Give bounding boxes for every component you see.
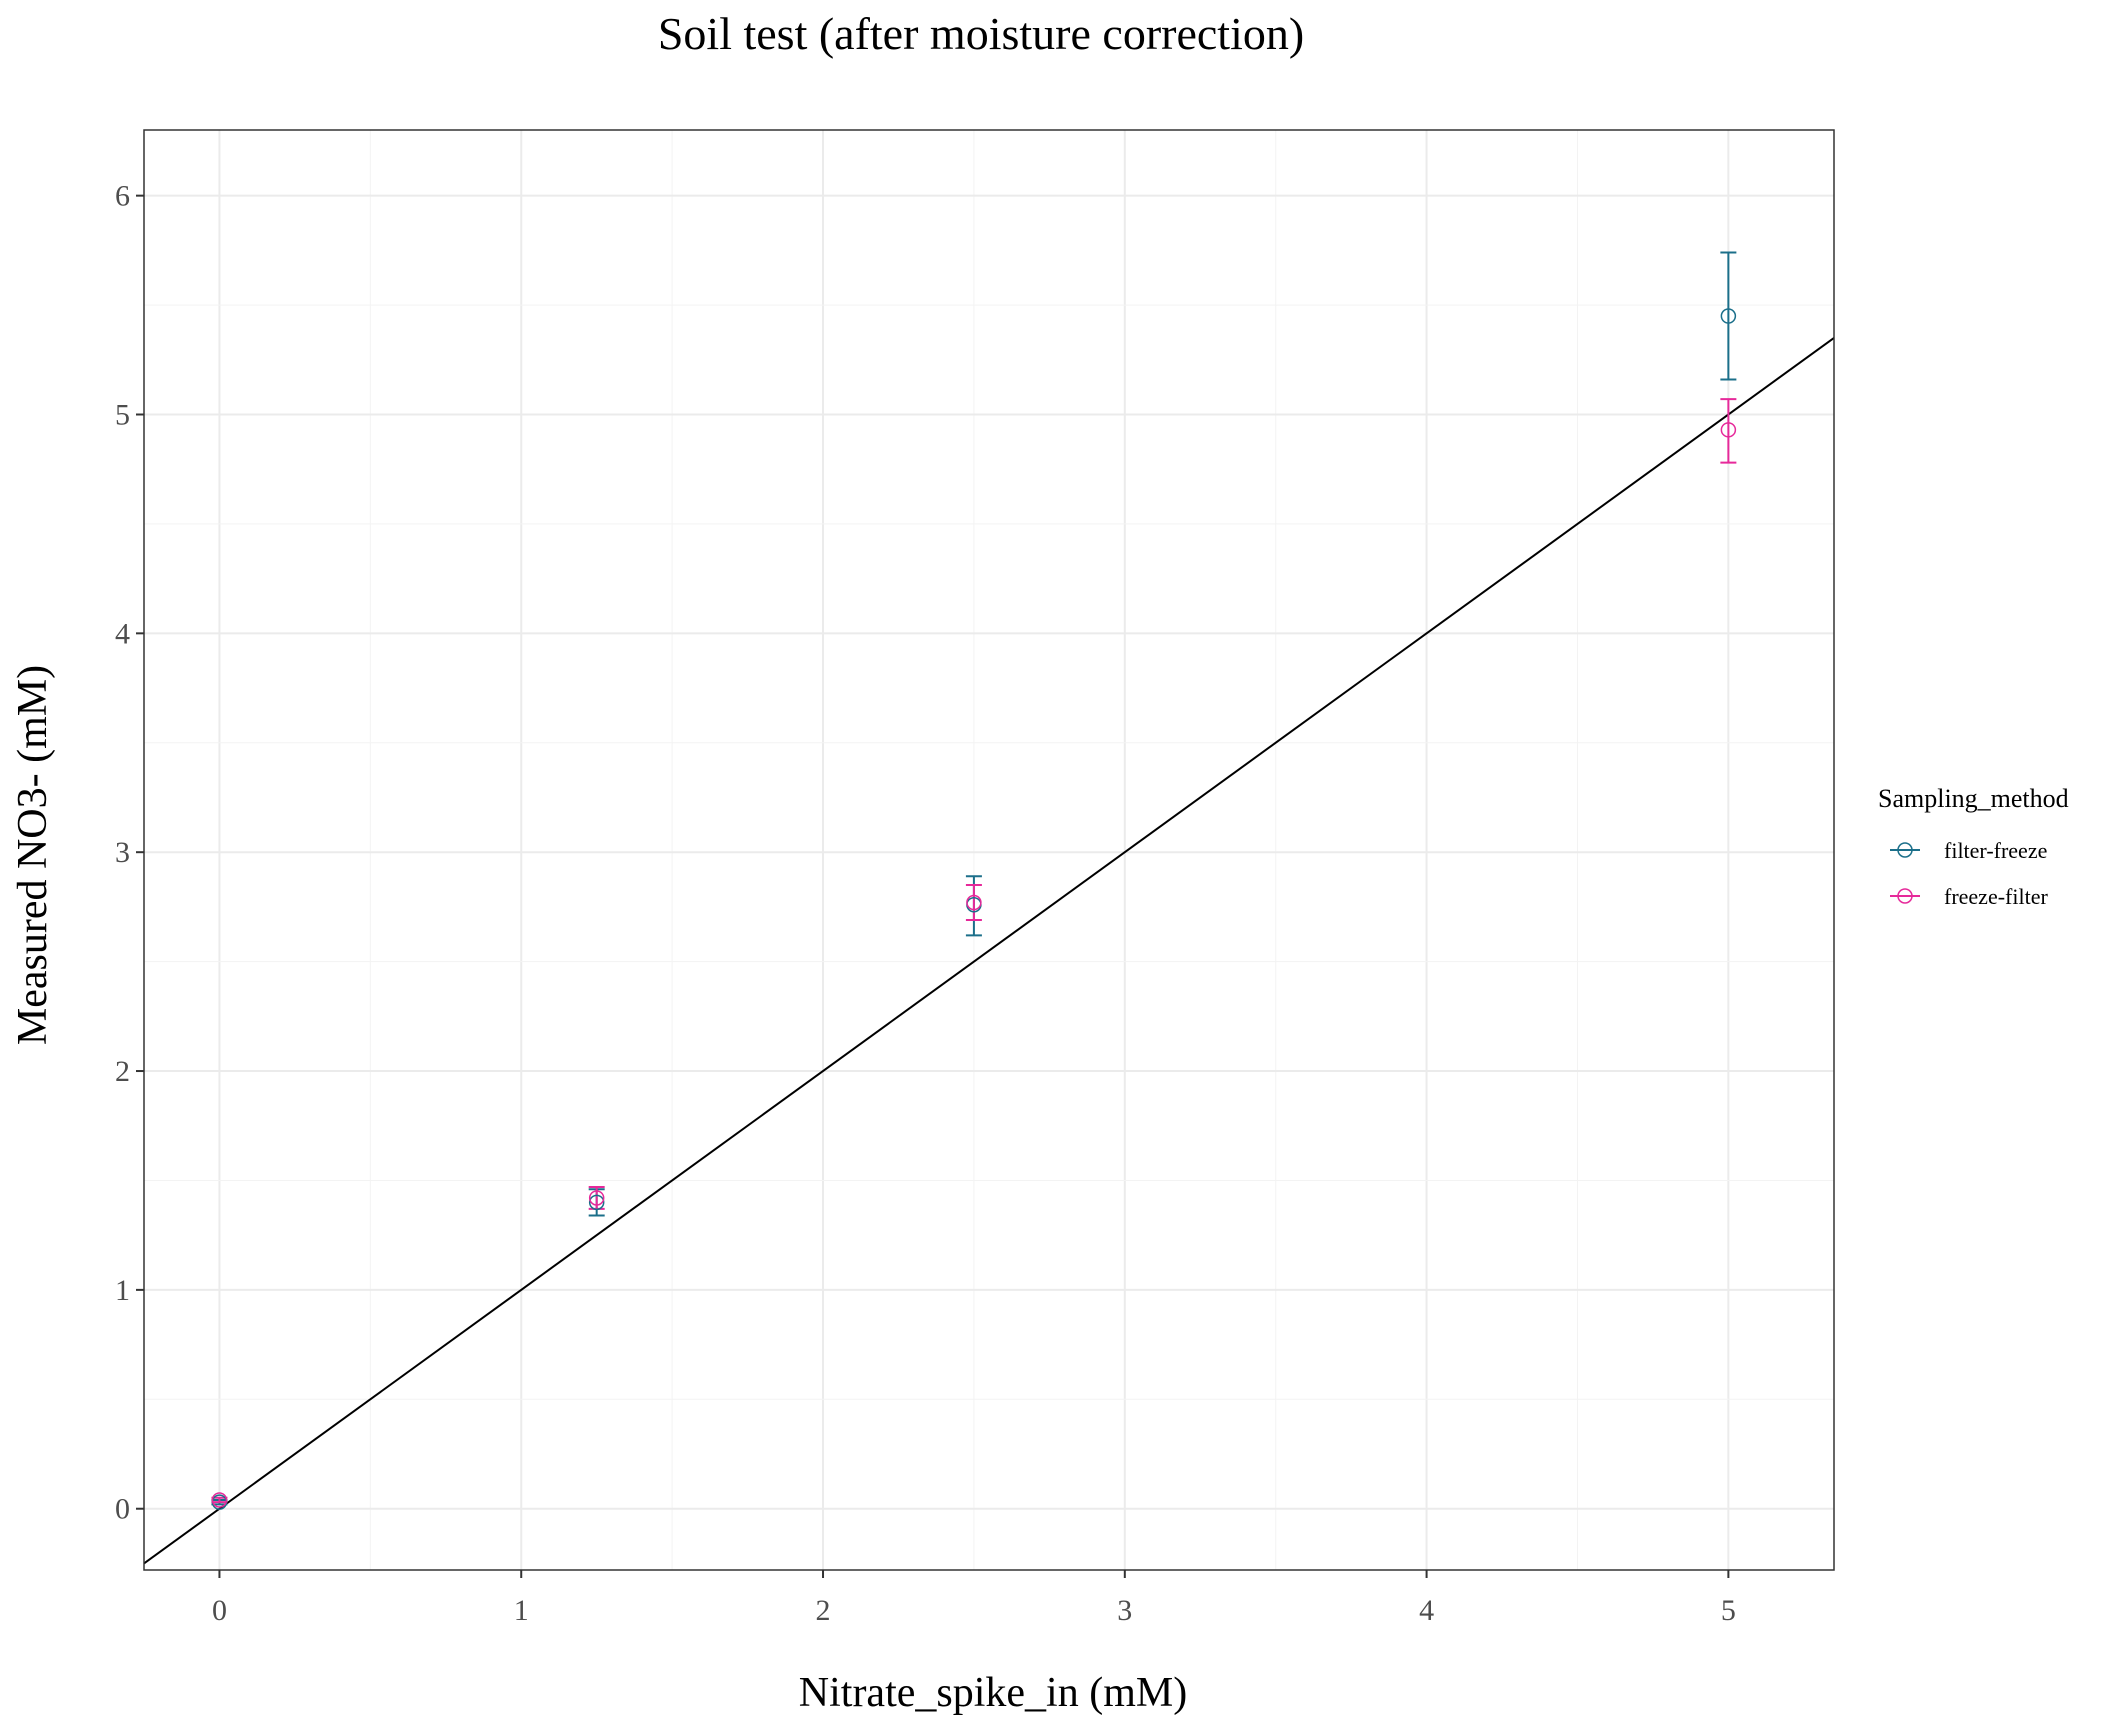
y-tick-label: 0 — [115, 1493, 130, 1526]
y-tick-label: 5 — [115, 398, 130, 431]
x-tick-label: 0 — [212, 1594, 227, 1627]
data-point — [588, 1190, 605, 1206]
x-axis-ticks: 0 1 2 3 4 5 — [212, 1570, 1736, 1627]
x-tick-label: 4 — [1419, 1594, 1434, 1627]
legend-item: filter-freeze — [1890, 838, 2047, 863]
error-bar — [965, 884, 982, 922]
data-points — [211, 308, 1737, 1510]
data-point — [211, 1492, 228, 1508]
x-tick-label: 1 — [514, 1594, 529, 1627]
reference-line — [143, 337, 1835, 1565]
panel-border — [143, 129, 1835, 1571]
grid-lines — [144, 130, 1834, 1570]
y-tick-label: 1 — [115, 1274, 130, 1307]
legend-label: filter-freeze — [1944, 838, 2047, 863]
x-tick-label: 5 — [1721, 1594, 1736, 1627]
data-point — [588, 1194, 605, 1211]
x-axis-title: Nitrate_spike_in (mM) — [799, 1670, 1187, 1716]
chart-title: Soil test (after moisture correction) — [658, 8, 1304, 59]
x-tick-label: 2 — [816, 1594, 831, 1627]
legend-label: freeze-filter — [1944, 884, 2048, 909]
y-axis-ticks: 0 1 2 3 4 5 6 — [115, 180, 144, 1526]
error-bar — [1720, 398, 1737, 464]
legend-key-point — [1897, 842, 1913, 858]
x-tick-label: 3 — [1117, 1594, 1132, 1627]
y-tick-label: 2 — [115, 1055, 130, 1088]
y-tick-label: 6 — [115, 180, 130, 213]
data-point — [1720, 308, 1737, 324]
y-tick-label: 4 — [115, 617, 130, 650]
error-bar — [1720, 251, 1737, 381]
legend-title: Sampling_method — [1878, 784, 2069, 813]
data-point — [966, 894, 982, 911]
legend-key-point — [1897, 888, 1913, 904]
y-tick-label: 3 — [115, 836, 130, 869]
legend: Sampling_method filter-freeze freeze-filt… — [1878, 784, 2069, 909]
data-point — [1720, 422, 1737, 438]
legend-item: freeze-filter — [1890, 884, 2048, 909]
y-axis-title: Measured NO3- (mM) — [10, 665, 56, 1045]
reference-line-group — [143, 337, 1835, 1565]
